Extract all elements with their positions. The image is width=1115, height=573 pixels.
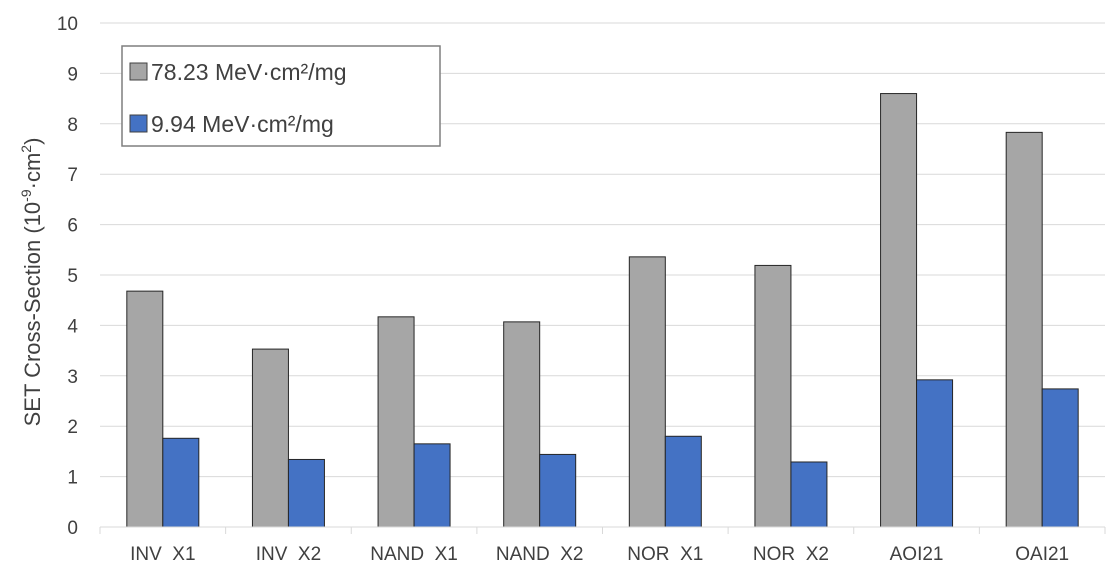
y-tick-label: 10 [57, 14, 78, 35]
legend-label-78-23: 78.23 MeV·cm²/mg [151, 59, 347, 85]
bar-78-23 [1005, 131, 1043, 528]
y-tick-label: 1 [67, 468, 78, 489]
y-tick-label: 2 [67, 417, 78, 438]
legend-swatch-9-94 [129, 114, 148, 133]
y-tick-label: 9 [67, 64, 78, 85]
bar-9-94 [916, 379, 954, 528]
y-axis-ticks: 0 1 2 3 4 5 6 7 8 9 10 [57, 14, 79, 539]
y-tick-label: 5 [67, 266, 78, 287]
bar-78-23 [628, 256, 666, 528]
y-axis-label: SET Cross-Section (10-9·cm2) [18, 138, 45, 427]
bar-9-94 [287, 458, 325, 528]
x-tick-label: OAI21 [1015, 544, 1069, 565]
y-tick-label: 8 [67, 115, 78, 136]
x-axis: INV X1 INV X2 NAND X1 NAND X2 NOR X1 NOR X2 AO… [99, 526, 1106, 565]
bar-9-94 [539, 453, 577, 528]
bar-9-94 [413, 443, 451, 528]
x-tick-label: INV X2 [256, 544, 321, 565]
legend-box [121, 45, 441, 147]
bars [126, 93, 1079, 528]
legend: 78.23 MeV·cm²/mg 9.94 MeV·cm²/mg [121, 45, 441, 147]
x-tick-label: NOR X1 [627, 544, 703, 565]
x-tick-label: INV X1 [130, 544, 195, 565]
bar-78-23 [251, 348, 289, 528]
bar-9-94 [790, 461, 828, 528]
bar-78-23 [126, 290, 164, 528]
y-tick-label: 6 [67, 216, 78, 237]
bar-78-23 [880, 93, 918, 528]
bar-78-23 [754, 264, 792, 528]
x-tick-label: NAND X2 [496, 544, 584, 565]
x-tick-label: NAND X1 [370, 544, 458, 565]
x-tick-label: NOR X2 [753, 544, 829, 565]
legend-swatch-78-23 [129, 62, 148, 81]
bar-9-94 [664, 435, 702, 528]
y-tick-label: 3 [67, 367, 78, 388]
bar-9-94 [162, 437, 200, 528]
y-tick-label: 0 [67, 518, 78, 539]
legend-label-9-94: 9.94 MeV·cm²/mg [151, 111, 334, 137]
bar-9-94 [1041, 388, 1079, 528]
y-tick-label: 7 [67, 165, 78, 186]
y-tick-label: 4 [67, 316, 78, 337]
bar-78-23 [377, 316, 415, 528]
x-tick-label: AOI21 [890, 544, 944, 565]
bar-78-23 [503, 321, 541, 528]
